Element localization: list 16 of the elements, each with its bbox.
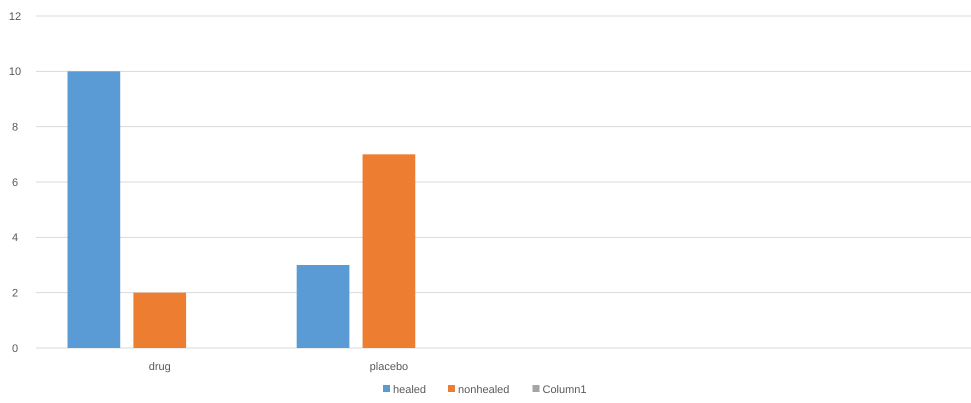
- legend-label: nonhealed: [458, 384, 510, 396]
- x-tick-label: drug: [148, 361, 171, 373]
- y-tick-label: 2: [12, 288, 18, 300]
- bar: [362, 154, 416, 348]
- legend-label: Column1: [542, 384, 587, 396]
- y-tick-label: 12: [8, 10, 22, 23]
- y-tick-label: 6: [12, 176, 18, 189]
- bar: [68, 71, 120, 348]
- y-tick-label: 10: [8, 66, 22, 78]
- bar: [296, 265, 350, 348]
- y-tick-label: 0: [12, 342, 18, 355]
- bar: [133, 292, 186, 348]
- y-tick-label: 8: [12, 122, 18, 134]
- legend-label: healed: [393, 384, 426, 396]
- y-tick-label: 4: [12, 232, 18, 244]
- x-tick-label: placebo: [370, 361, 408, 373]
